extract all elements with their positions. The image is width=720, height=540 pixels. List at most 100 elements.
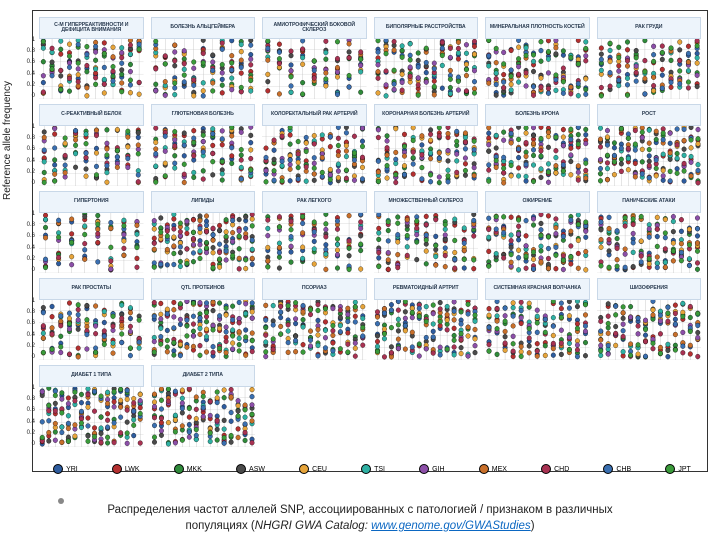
legend-item: CHB [603, 464, 631, 474]
legend-label: JPT [678, 466, 690, 473]
panel-title: С-М ГИПЕРРЕАКТИВНОСТИ И ДЕФИЦИТА ВНИМАНИ… [39, 17, 144, 39]
panel-plot [39, 37, 144, 99]
panel: РЕВМАТОИДНЫЙ АРТРИТ [372, 276, 481, 360]
panel-plot [39, 298, 144, 360]
legend-dot [53, 464, 63, 474]
panel-plot [151, 211, 256, 273]
panel-title: С-РЕАКТИВНЫЙ БЕЛОК [39, 104, 144, 126]
panel-title: ЛИПИДЫ [151, 191, 256, 213]
panel-plot [374, 37, 479, 99]
legend-label: MKK [187, 466, 202, 473]
legend-item: CEU [299, 464, 327, 474]
panel: ЛИПИДЫ [149, 189, 258, 273]
panel: БОЛЕЗНЬ КРОНА [483, 102, 592, 186]
panel: МНОЖЕСТВЕННЫЙ СКЛЕРОЗ [372, 189, 481, 273]
panel-title: СИСТЕМНАЯ КРАСНАЯ ВОЛЧАНКА [485, 278, 590, 300]
panel: СИСТЕМНАЯ КРАСНАЯ ВОЛЧАНКА [483, 276, 592, 360]
legend-label: MEX [492, 466, 507, 473]
legend-label: CHB [616, 466, 631, 473]
panel-title: ДИАБЕТ 1 ТИПА [39, 365, 144, 387]
panel-plot [39, 211, 144, 273]
panel: ГИПЕРТОНИЯ10.80.60.40.20 [37, 189, 146, 273]
legend-item: MEX [479, 464, 507, 474]
legend-dot [603, 464, 613, 474]
panel: ДИАБЕТ 1 ТИПА10.80.60.40.20 [37, 363, 146, 447]
panel-title: РАК ПРОСТАТЫ [39, 278, 144, 300]
panel: ПСОРИАЗ [260, 276, 369, 360]
panel-title: МНОЖЕСТВЕННЫЙ СКЛЕРОЗ [374, 191, 479, 213]
legend-dot [419, 464, 429, 474]
y-axis-label: Reference allele frequency [2, 81, 13, 200]
caption-source: NHGRI GWA Catalog: [255, 520, 371, 532]
legend-dot [112, 464, 122, 474]
y-tick-labels: 10.80.60.40.20 [13, 385, 35, 447]
panel-plot [151, 124, 256, 186]
y-tick-labels: 10.80.60.40.20 [13, 211, 35, 273]
legend: YRILWKMKKASWCEUTSIGIHMEXCHDCHBJPT [36, 460, 708, 478]
panel: КОРОНАРНАЯ БОЛЕЗНЬ АРТЕРИЙ [372, 102, 481, 186]
catalog-link[interactable]: www.genome.gov/GWAStudies [371, 520, 531, 532]
panel: ОЖИРЕНИЕ [483, 189, 592, 273]
panel-plot [262, 211, 367, 273]
panel-title: КОРОНАРНАЯ БОЛЕЗНЬ АРТЕРИЙ [374, 104, 479, 126]
legend-item: ASW [236, 464, 265, 474]
y-tick-labels: 10.80.60.40.20 [13, 298, 35, 360]
legend-item: JPT [665, 464, 690, 474]
panel-title: БИПОЛЯРНЫЕ РАССТРОЙСТВА [374, 17, 479, 39]
panel: АМИОТРОФИЧЕСКИЙ БОКОВОЙ СКЛЕРОЗ [260, 15, 369, 99]
panel-plot [485, 37, 590, 99]
panel-title: ПАНИЧЕСКИЕ АТАКИ [597, 191, 702, 213]
panel: МИНЕРАЛЬНАЯ ПЛОТНОСТЬ КОСТЕЙ [483, 15, 592, 99]
panel-title: ДИАБЕТ 2 ТИПА [151, 365, 256, 387]
panel-title: QTL ПРОТЕИНОВ [151, 278, 256, 300]
panel: QTL ПРОТЕИНОВ [149, 276, 258, 360]
panel-title: БОЛЕЗНЬ КРОНА [485, 104, 590, 126]
panel-plot [262, 298, 367, 360]
panel-plot [597, 124, 702, 186]
panel-title: ГИПЕРТОНИЯ [39, 191, 144, 213]
y-tick-labels: 10.80.60.40.20 [13, 124, 35, 186]
chart-area: С-М ГИПЕРРЕАКТИВНОСТИ И ДЕФИЦИТА ВНИМАНИ… [32, 10, 708, 472]
panel-grid: С-М ГИПЕРРЕАКТИВНОСТИ И ДЕФИЦИТА ВНИМАНИ… [33, 11, 707, 441]
legend-label: TSI [374, 466, 385, 473]
panel-title: ГЛЮТЕНОВАЯ БОЛЕЗНЬ [151, 104, 256, 126]
panel-plot [485, 298, 590, 360]
panel: КОЛОРЕКТАЛЬНЫЙ РАК АРТЕРИЙ [260, 102, 369, 186]
panel: С-М ГИПЕРРЕАКТИВНОСТИ И ДЕФИЦИТА ВНИМАНИ… [37, 15, 146, 99]
panel-title: АМИОТРОФИЧЕСКИЙ БОКОВОЙ СКЛЕРОЗ [262, 17, 367, 39]
caption: Распределения частот аллелей SNP, ассоци… [40, 502, 680, 534]
panel: БОЛЕЗНЬ АЛЬЦГЕЙМЕРА [149, 15, 258, 99]
panel-title: ШИЗОФРЕНИЯ [597, 278, 702, 300]
panel-plot [151, 37, 256, 99]
legend-item: TSI [361, 464, 385, 474]
panel-plot [485, 211, 590, 273]
panel-title: КОЛОРЕКТАЛЬНЫЙ РАК АРТЕРИЙ [262, 104, 367, 126]
panel-title: РАК ЛЕГКОГО [262, 191, 367, 213]
panel-title: МИНЕРАЛЬНАЯ ПЛОТНОСТЬ КОСТЕЙ [485, 17, 590, 39]
panel-title: РОСТ [597, 104, 702, 126]
panel-plot [39, 124, 144, 186]
panel: РОСТ [595, 102, 704, 186]
panel-title: БОЛЕЗНЬ АЛЬЦГЕЙМЕРА [151, 17, 256, 39]
legend-item: GIH [419, 464, 444, 474]
legend-item: MKK [174, 464, 202, 474]
legend-item: YRI [53, 464, 78, 474]
panel-plot [597, 211, 702, 273]
legend-label: GIH [432, 466, 444, 473]
panel: РАК ГРУДИ [595, 15, 704, 99]
panel-title: РАК ГРУДИ [597, 17, 702, 39]
panel-plot [374, 124, 479, 186]
y-tick-labels: 10.80.60.40.20 [13, 37, 35, 99]
panel-plot [597, 298, 702, 360]
legend-dot [174, 464, 184, 474]
panel-plot [597, 37, 702, 99]
panel-plot [485, 124, 590, 186]
panel: РАК ПРОСТАТЫ10.80.60.40.20 [37, 276, 146, 360]
panel: БИПОЛЯРНЫЕ РАССТРОЙСТВА [372, 15, 481, 99]
legend-label: YRI [66, 466, 78, 473]
panel-title: РЕВМАТОИДНЫЙ АРТРИТ [374, 278, 479, 300]
panel-plot [262, 37, 367, 99]
panel-plot [151, 298, 256, 360]
panel-plot [39, 385, 144, 447]
panel: С-РЕАКТИВНЫЙ БЕЛОК10.80.60.40.20 [37, 102, 146, 186]
